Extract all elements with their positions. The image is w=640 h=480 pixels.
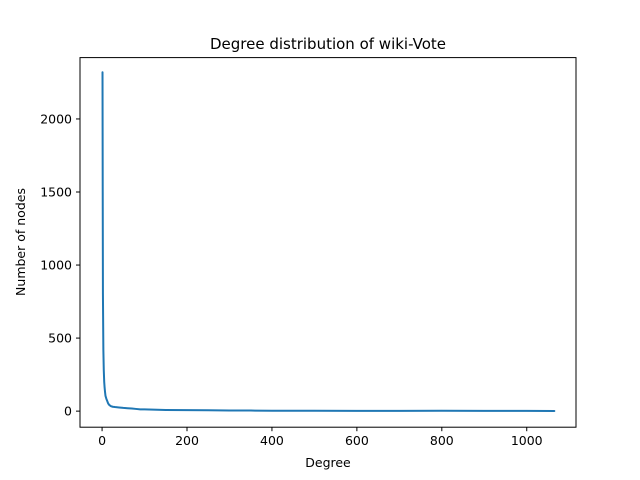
- plot-frame: [79, 57, 577, 428]
- x-tick-label: 400: [260, 433, 284, 448]
- plot-area: [101, 71, 556, 412]
- y-tick-label: 500: [48, 331, 72, 346]
- x-tick-label: 200: [175, 433, 199, 448]
- y-tick-label: 0: [64, 404, 72, 419]
- x-tick-label: 800: [430, 433, 454, 448]
- x-tick-label: 0: [98, 433, 106, 448]
- x-tick-label: 1000: [511, 433, 543, 448]
- chart-title: Degree distribution of wiki-Vote: [210, 35, 446, 53]
- x-axis-label: Degree: [305, 455, 351, 470]
- y-tick-label: 2000: [40, 111, 72, 126]
- y-axis-label: Number of nodes: [13, 188, 28, 296]
- x-tick-label: 600: [345, 433, 369, 448]
- y-axis: 0 500 1000 1500 2000: [40, 111, 80, 419]
- y-tick-label: 1000: [40, 258, 72, 273]
- y-tick-label: 1500: [40, 185, 72, 200]
- x-axis: 0 200 400 600 800 1000: [98, 427, 543, 448]
- series-line-0: [101, 71, 556, 412]
